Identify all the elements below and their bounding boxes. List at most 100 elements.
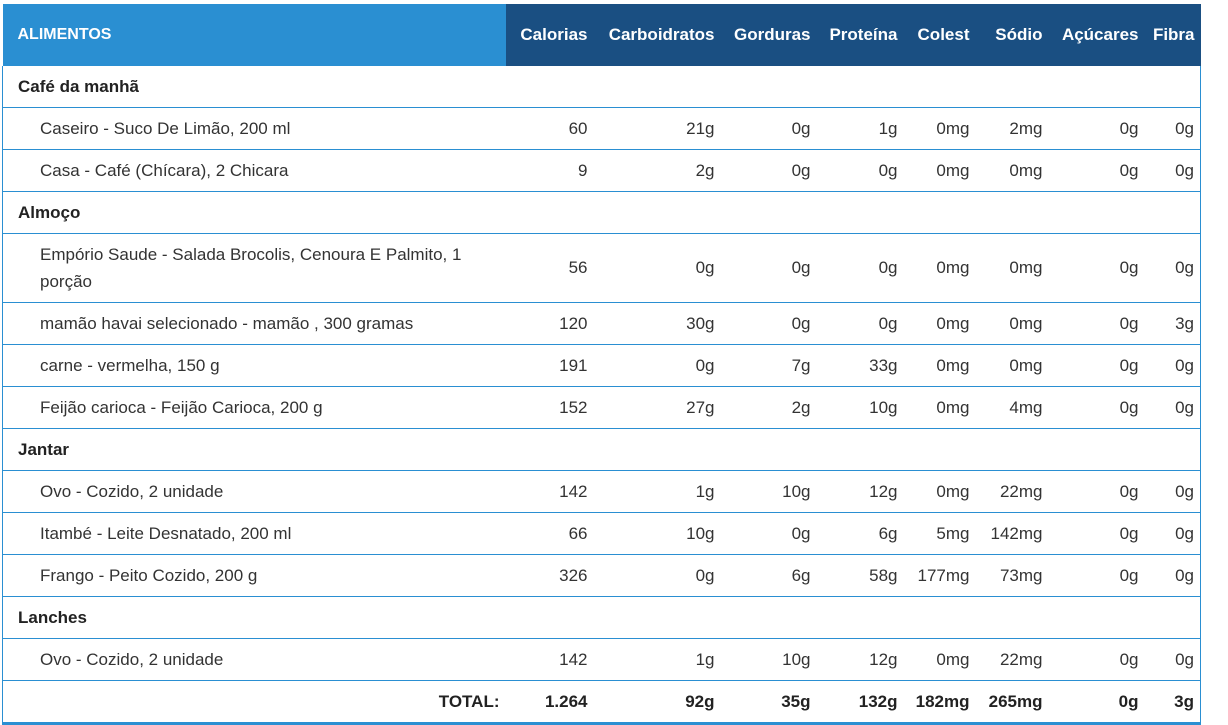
total-value-cell: 265mg	[975, 680, 1049, 725]
total-value-cell: 132g	[816, 680, 904, 725]
nutrition-table: ALIMENTOS Calorias Carboidratos Gorduras…	[2, 4, 1201, 725]
table-header-row: ALIMENTOS Calorias Carboidratos Gorduras…	[2, 4, 1201, 66]
nutrient-value-cell: 10g	[720, 470, 817, 513]
nutrient-value-cell: 0mg	[903, 470, 976, 513]
nutrient-value-cell: 0mg	[903, 149, 976, 192]
nutrient-value-cell: 0g	[1048, 386, 1145, 429]
nutrient-value-cell: 120	[505, 302, 594, 345]
nutrient-value-cell: 0mg	[975, 149, 1049, 192]
total-value-cell: 35g	[720, 680, 817, 725]
table-row[interactable]: Feijão carioca - Feijão Carioca, 200 g 15…	[2, 386, 1201, 429]
nutrient-value-cell: 0g	[1144, 233, 1201, 303]
nutrient-value-cell: 2mg	[975, 107, 1049, 150]
nutrient-value-cell: 22mg	[975, 470, 1049, 513]
nutrient-value-cell: 6g	[816, 512, 904, 555]
nutrient-value-cell: 0g	[720, 149, 817, 192]
nutrient-value-cell: 10g	[720, 638, 817, 681]
nutrient-value-cell: 0g	[593, 233, 721, 303]
nutrient-value-cell: 142	[505, 638, 594, 681]
nutrition-table-container: ALIMENTOS Calorias Carboidratos Gorduras…	[2, 4, 1201, 725]
nutrient-value-cell: 1g	[593, 470, 721, 513]
total-label: TOTAL:	[2, 680, 506, 725]
nutrient-value-cell: 0mg	[903, 638, 976, 681]
nutrient-value-cell: 27g	[593, 386, 721, 429]
column-header-fat: Gorduras	[720, 4, 817, 66]
nutrient-value-cell: 0mg	[903, 302, 976, 345]
nutrient-value-cell: 22mg	[975, 638, 1049, 681]
nutrient-value-cell: 0mg	[903, 107, 976, 150]
nutrient-value-cell: 12g	[816, 470, 904, 513]
nutrient-value-cell: 0mg	[975, 233, 1049, 303]
column-header-foods: ALIMENTOS	[2, 4, 506, 66]
table-row[interactable]: Ovo - Cozido, 2 unidade 142 1g 10g 12g 0mg 22m…	[2, 638, 1201, 681]
food-name-cell: Casa - Café (Chícara), 2 Chicara	[2, 149, 506, 192]
nutrient-value-cell: 0g	[1048, 470, 1145, 513]
table-row[interactable]: Empório Saude - Salada Brocolis, Cenoura…	[2, 233, 1201, 303]
table-row[interactable]: Frango - Peito Cozido, 200 g 326 0g 6g 58g 17…	[2, 554, 1201, 597]
nutrient-value-cell: 9	[505, 149, 594, 192]
table-row[interactable]: carne - vermelha, 150 g 191 0g 7g 33g 0mg 0mg 0…	[2, 344, 1201, 387]
total-value-cell: 3g	[1144, 680, 1201, 725]
nutrient-value-cell: 152	[505, 386, 594, 429]
nutrient-value-cell: 0g	[816, 149, 904, 192]
total-value-cell: 92g	[593, 680, 721, 725]
food-name-cell: Frango - Peito Cozido, 200 g	[2, 554, 506, 597]
food-name-cell: Ovo - Cozido, 2 unidade	[2, 470, 506, 513]
column-header-calories: Calorias	[505, 4, 594, 66]
nutrient-value-cell: 0mg	[903, 386, 976, 429]
meal-section-title: Jantar	[2, 428, 1201, 471]
table-body: Café da manhã Caseiro - Suco De Limão, 20…	[2, 66, 1201, 725]
nutrient-value-cell: 2g	[720, 386, 817, 429]
nutrient-value-cell: 0g	[816, 302, 904, 345]
nutrient-value-cell: 5mg	[903, 512, 976, 555]
nutrient-value-cell: 142	[505, 470, 594, 513]
total-value-cell: 182mg	[903, 680, 976, 725]
nutrient-value-cell: 0g	[1048, 107, 1145, 150]
nutrient-value-cell: 0g	[1048, 638, 1145, 681]
nutrient-value-cell: 0g	[1144, 638, 1201, 681]
column-header-cholesterol: Colest	[903, 4, 976, 66]
nutrient-value-cell: 30g	[593, 302, 721, 345]
nutrient-value-cell: 326	[505, 554, 594, 597]
meal-section-row: Almoço	[2, 191, 1201, 234]
table-row[interactable]: Itambé - Leite Desnatado, 200 ml 66 10g 0g 6…	[2, 512, 1201, 555]
food-name-cell: Empório Saude - Salada Brocolis, Cenoura…	[2, 233, 506, 303]
nutrient-value-cell: 56	[505, 233, 594, 303]
nutrient-value-cell: 0g	[720, 302, 817, 345]
nutrient-value-cell: 0mg	[903, 233, 976, 303]
meal-section-title: Café da manhã	[2, 66, 1201, 108]
column-header-protein: Proteína	[816, 4, 904, 66]
nutrient-value-cell: 7g	[720, 344, 817, 387]
nutrient-value-cell: 0g	[1144, 470, 1201, 513]
nutrient-value-cell: 0g	[720, 512, 817, 555]
table-row[interactable]: Casa - Café (Chícara), 2 Chicara 9 2g 0g 0g 0…	[2, 149, 1201, 192]
table-row[interactable]: Caseiro - Suco De Limão, 200 ml 60 21g 0g 1g…	[2, 107, 1201, 150]
table-row[interactable]: Ovo - Cozido, 2 unidade 142 1g 10g 12g 0mg 22m…	[2, 470, 1201, 513]
total-row: TOTAL: 1.264 92g 35g 132g 182mg 265mg 0g 3g	[2, 680, 1201, 725]
meal-section-row: Jantar	[2, 428, 1201, 471]
nutrient-value-cell: 33g	[816, 344, 904, 387]
nutrient-value-cell: 1g	[593, 638, 721, 681]
total-value-cell: 0g	[1048, 680, 1145, 725]
nutrient-value-cell: 0g	[1144, 344, 1201, 387]
nutrient-value-cell: 191	[505, 344, 594, 387]
nutrient-value-cell: 58g	[816, 554, 904, 597]
nutrient-value-cell: 6g	[720, 554, 817, 597]
nutrient-value-cell: 0g	[1144, 512, 1201, 555]
nutrient-value-cell: 73mg	[975, 554, 1049, 597]
nutrient-value-cell: 0g	[1048, 554, 1145, 597]
table-row[interactable]: mamão havai selecionado - mamão , 300 gr…	[2, 302, 1201, 345]
nutrient-value-cell: 0g	[1048, 512, 1145, 555]
nutrient-value-cell: 66	[505, 512, 594, 555]
food-name-cell: Ovo - Cozido, 2 unidade	[2, 638, 506, 681]
column-header-carbs: Carboidratos	[593, 4, 721, 66]
column-header-fiber: Fibra	[1144, 4, 1201, 66]
nutrient-value-cell: 21g	[593, 107, 721, 150]
nutrient-value-cell: 0g	[1144, 107, 1201, 150]
nutrient-value-cell: 60	[505, 107, 594, 150]
nutrient-value-cell: 10g	[816, 386, 904, 429]
nutrient-value-cell: 0g	[1048, 149, 1145, 192]
nutrient-value-cell: 0g	[1144, 554, 1201, 597]
column-header-sodium: Sódio	[975, 4, 1049, 66]
nutrient-value-cell: 12g	[816, 638, 904, 681]
